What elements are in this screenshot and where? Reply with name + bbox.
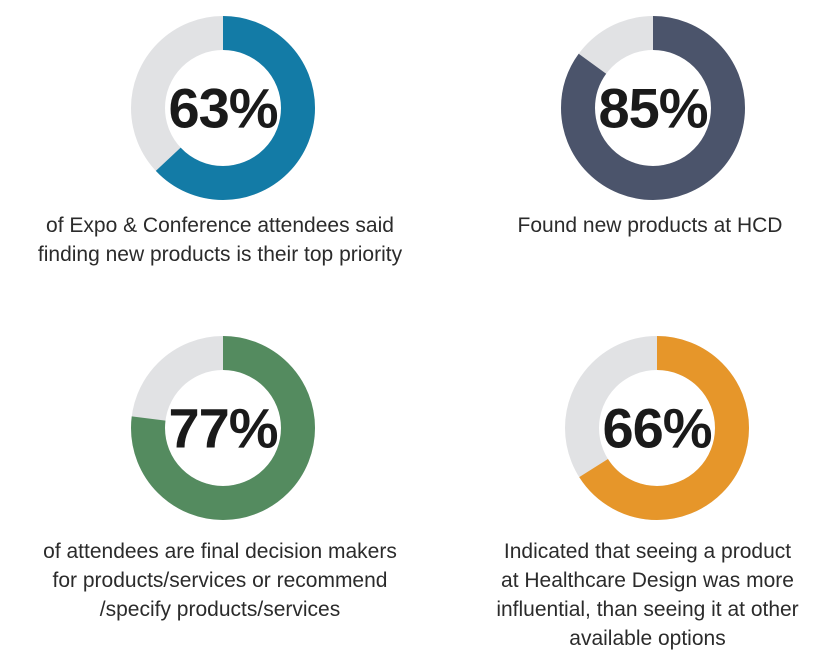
donut-arc (131, 16, 315, 200)
caption-line: available options (569, 627, 726, 650)
stat-caption: Indicated that seeing a product at Healt… (460, 537, 835, 653)
donut-arc (561, 16, 745, 200)
donut-chart-63: 63% (130, 15, 316, 201)
donut-arc (565, 336, 749, 520)
caption-line: of attendees are final decision makers (43, 540, 397, 563)
donut-chart-85: 85% (560, 15, 746, 201)
percent-label: 77% (168, 396, 278, 460)
donut-svg (565, 336, 749, 520)
donut-svg (561, 16, 745, 200)
donut-chart-66: 66% (564, 335, 750, 521)
caption-line: finding new products is their top priori… (37, 243, 403, 266)
donut-svg (131, 336, 315, 520)
caption-line: Found new products at HCD (517, 214, 783, 237)
percent-label: 63% (168, 76, 278, 140)
caption-line: at Healthcare Design was more (501, 569, 794, 592)
caption-line: /specify products/services (99, 598, 341, 621)
stat-caption: Found new products at HCD (455, 211, 835, 240)
stat-caption: of Expo & Conference attendees said find… (0, 211, 440, 269)
caption-line: influential, than seeing it at other (496, 598, 799, 621)
percent-label: 85% (598, 76, 708, 140)
caption-line: for products/services or recommend (52, 569, 388, 592)
stat-caption: of attendees are final decision makers f… (0, 537, 440, 624)
donut-chart-77: 77% (130, 335, 316, 521)
percent-label: 66% (602, 396, 712, 460)
donut-svg (131, 16, 315, 200)
caption-line: Indicated that seeing a product (503, 540, 792, 563)
donut-arc (131, 336, 315, 520)
caption-line: of Expo & Conference attendees said (46, 214, 394, 237)
